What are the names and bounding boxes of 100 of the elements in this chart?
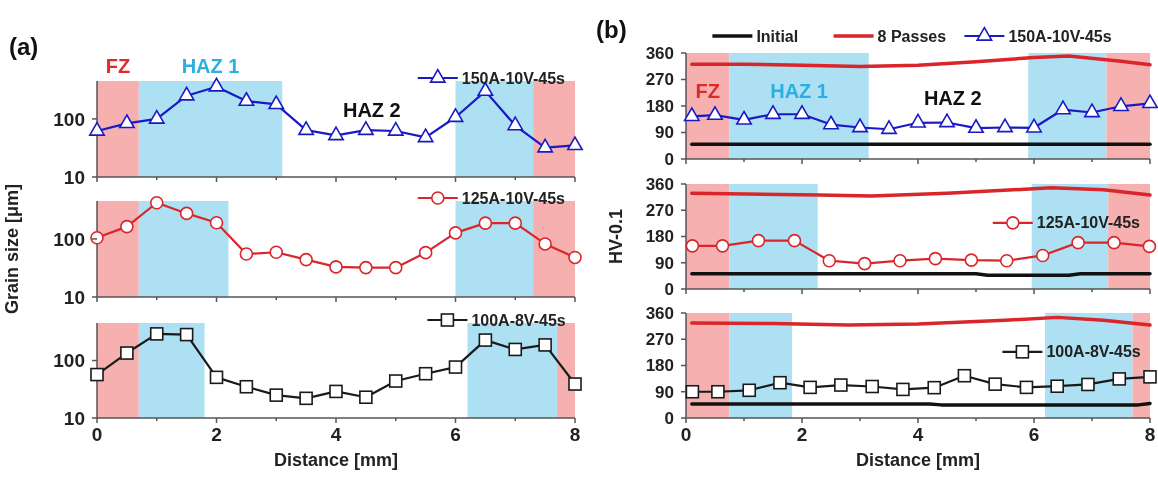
point (751, 233, 766, 248)
point (268, 95, 285, 110)
y-tick-label: 270 (645, 330, 674, 350)
point (857, 256, 872, 271)
point (118, 114, 135, 129)
point (90, 367, 104, 382)
legend-label: 125A-10V-45s (461, 189, 566, 207)
point (478, 216, 493, 230)
point (822, 115, 840, 130)
point (996, 118, 1014, 133)
point (209, 215, 224, 230)
point (1035, 248, 1050, 263)
point (896, 382, 910, 397)
point (327, 126, 345, 141)
point (685, 384, 700, 399)
point (1143, 370, 1157, 384)
point (507, 116, 524, 131)
point (1112, 97, 1130, 112)
point (964, 253, 979, 267)
point (90, 230, 104, 245)
point (893, 253, 907, 268)
y-tick-label: 0 (664, 279, 674, 299)
point (865, 379, 879, 394)
point (299, 252, 313, 267)
y-tick-label: 100 (53, 228, 85, 250)
point (417, 128, 434, 143)
band-label: HAZ 1 (770, 79, 828, 102)
legend-label: 150A-10V-45s (461, 69, 566, 87)
text: (a) (9, 33, 39, 60)
point (1141, 94, 1158, 109)
point (1083, 103, 1101, 118)
point (742, 383, 757, 398)
point (1142, 239, 1157, 254)
x-axis-title: Distance [mm] (855, 450, 981, 470)
point (418, 366, 433, 381)
point (508, 342, 523, 357)
point (1025, 118, 1043, 133)
point (787, 233, 802, 248)
point (120, 346, 134, 360)
point (388, 374, 403, 388)
point (967, 118, 985, 134)
legend-label: 100A-8V-45s (471, 311, 566, 329)
point (299, 391, 313, 406)
y-tick-label: 360 (645, 174, 674, 194)
y-tick-label: 360 (645, 43, 674, 63)
y-tick-label: 270 (645, 201, 674, 221)
text: (b) (596, 16, 627, 43)
y-tick-label: 270 (645, 70, 674, 90)
y-tick-label: 0 (664, 149, 674, 169)
band-label: HAZ 1 (181, 55, 240, 77)
point (711, 384, 725, 399)
point (359, 390, 373, 405)
point (239, 379, 254, 394)
y-axis-title: Grain size [μm] (2, 183, 22, 315)
line-series (690, 186, 1152, 198)
point (715, 239, 730, 253)
point (178, 86, 195, 101)
point (447, 108, 464, 123)
point (764, 105, 782, 120)
line-series (690, 54, 1152, 69)
legend-label: 150A-10V-45s (1008, 27, 1112, 45)
point (683, 107, 700, 122)
point (329, 384, 343, 399)
point (988, 377, 1002, 391)
band-label: FZ (105, 55, 131, 77)
point (269, 245, 284, 260)
point (880, 120, 898, 135)
x-axis-title: Distance [mm] (273, 450, 399, 470)
point (148, 109, 165, 124)
point (388, 260, 403, 275)
y-tick-label: 90 (655, 123, 674, 143)
y-tick-label: 0 (664, 408, 674, 428)
point (537, 138, 554, 153)
point (1019, 380, 1034, 395)
point (568, 377, 582, 391)
point (448, 360, 463, 374)
point (209, 370, 224, 385)
x-tick-label: 0 (680, 424, 692, 445)
point (298, 121, 315, 136)
point (927, 380, 942, 395)
y-tick-label: 180 (645, 96, 674, 116)
point (1081, 377, 1095, 392)
point (957, 368, 972, 383)
point (149, 195, 164, 210)
point (938, 113, 956, 128)
point (478, 333, 493, 347)
point (88, 121, 106, 136)
point (239, 247, 254, 261)
point (1054, 100, 1072, 115)
line-series (690, 315, 1152, 327)
x-tick-label: 8 (569, 424, 581, 445)
y-tick-label: 10 (63, 166, 85, 188)
x-tick-label: 4 (912, 424, 924, 445)
point (685, 239, 700, 253)
y-tick-label: 90 (655, 253, 674, 273)
y-tick-label: 180 (645, 227, 674, 247)
point (418, 245, 433, 260)
point (1071, 235, 1085, 250)
y-tick-label: 10 (63, 407, 85, 429)
annotation: HAZ 2 (923, 86, 982, 109)
